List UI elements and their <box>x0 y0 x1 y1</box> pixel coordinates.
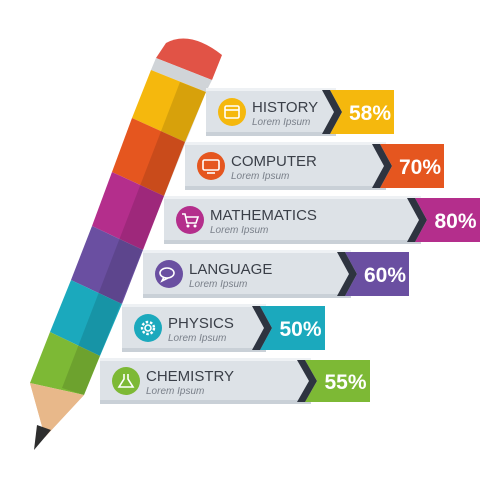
subject-title: CHEMISTRY <box>146 368 234 385</box>
row-band-highlight <box>100 358 311 361</box>
chevron-arrow <box>372 144 392 188</box>
cart-icon <box>182 213 200 228</box>
cart-wheel <box>186 224 190 228</box>
pencil-eraser <box>156 38 222 80</box>
pencil-segment-magenta <box>92 172 164 250</box>
flask-icon <box>117 374 135 388</box>
calendar-icon <box>224 105 240 119</box>
pencil-segment-purple <box>71 226 143 304</box>
pencil-wood-scallop <box>30 383 84 437</box>
row-band-highlight <box>185 142 386 145</box>
chevron-arrow <box>337 252 357 296</box>
cart-wheel <box>193 224 197 228</box>
row-band-shadow <box>122 348 266 352</box>
percent-badge <box>345 252 409 296</box>
pencil-segment-teal <box>50 280 122 356</box>
subject-title: LANGUAGE <box>189 261 272 278</box>
calendar-icon-circle <box>218 98 246 126</box>
percent-value: 60% <box>364 264 406 287</box>
subject-subtitle: Lorem Ipsum <box>231 171 289 182</box>
percent-value: 55% <box>324 371 366 394</box>
monitor-icon-circle <box>197 152 225 180</box>
row-band-shadow <box>185 186 386 190</box>
row-band <box>164 196 421 244</box>
gear-icon <box>140 320 156 336</box>
subject-subtitle: Lorem Ipsum <box>210 225 268 236</box>
pencil-segment-green <box>30 332 100 395</box>
chevron-arrow <box>322 90 342 134</box>
subject-title: HISTORY <box>252 99 318 116</box>
pencil-segment-yellow <box>132 70 206 142</box>
chevron-arrow <box>407 198 427 242</box>
percent-badge <box>380 144 444 188</box>
pencil-segment-orange <box>112 118 185 196</box>
bubble-tail <box>160 276 169 283</box>
subject-subtitle: Lorem Ipsum <box>146 386 204 397</box>
subject-title: PHYSICS <box>168 315 234 332</box>
calendar-body <box>224 105 240 119</box>
percent-badge <box>330 90 394 134</box>
pencil-lead <box>34 425 51 450</box>
chevron-arrow <box>297 360 317 402</box>
monitor-screen <box>202 159 220 171</box>
pencil-shade <box>62 82 206 395</box>
percent-badge <box>415 198 480 242</box>
subject-subtitle: Lorem Ipsum <box>252 117 310 128</box>
row-band-highlight <box>143 250 351 253</box>
row-band-highlight <box>206 88 336 91</box>
pencil-ferrule <box>151 58 212 92</box>
flask-icon-circle <box>112 367 140 395</box>
gear-hub <box>144 324 152 332</box>
monitor-icon <box>202 159 220 174</box>
percent-value: 50% <box>279 318 321 341</box>
subject-title: MATHEMATICS <box>210 207 317 224</box>
speech-bubbles-icon-circle <box>155 260 183 288</box>
row-band-highlight <box>164 196 421 199</box>
cart-icon-circle <box>176 206 204 234</box>
row-band-shadow <box>206 132 336 136</box>
subject-subtitle: Lorem Ipsum <box>168 333 226 344</box>
row-band-shadow <box>100 400 311 404</box>
subject-title: COMPUTER <box>231 153 317 170</box>
percent-value: 70% <box>399 156 441 179</box>
flask-body <box>117 374 135 388</box>
row-band-shadow <box>143 294 351 298</box>
chevron-arrow <box>252 306 272 350</box>
speech-bubbles-icon <box>159 267 175 283</box>
row-band-highlight <box>122 304 266 307</box>
percent-badge <box>305 360 370 402</box>
pencil <box>30 38 222 450</box>
subject-subtitle: Lorem Ipsum <box>189 279 247 290</box>
row-band-shadow <box>164 240 421 244</box>
percent-badge <box>260 306 325 350</box>
gear-icon-circle <box>134 314 162 342</box>
gear-teeth <box>140 320 156 336</box>
percent-value: 58% <box>349 102 391 125</box>
cart-basket <box>182 213 200 224</box>
percent-value: 80% <box>434 210 476 233</box>
